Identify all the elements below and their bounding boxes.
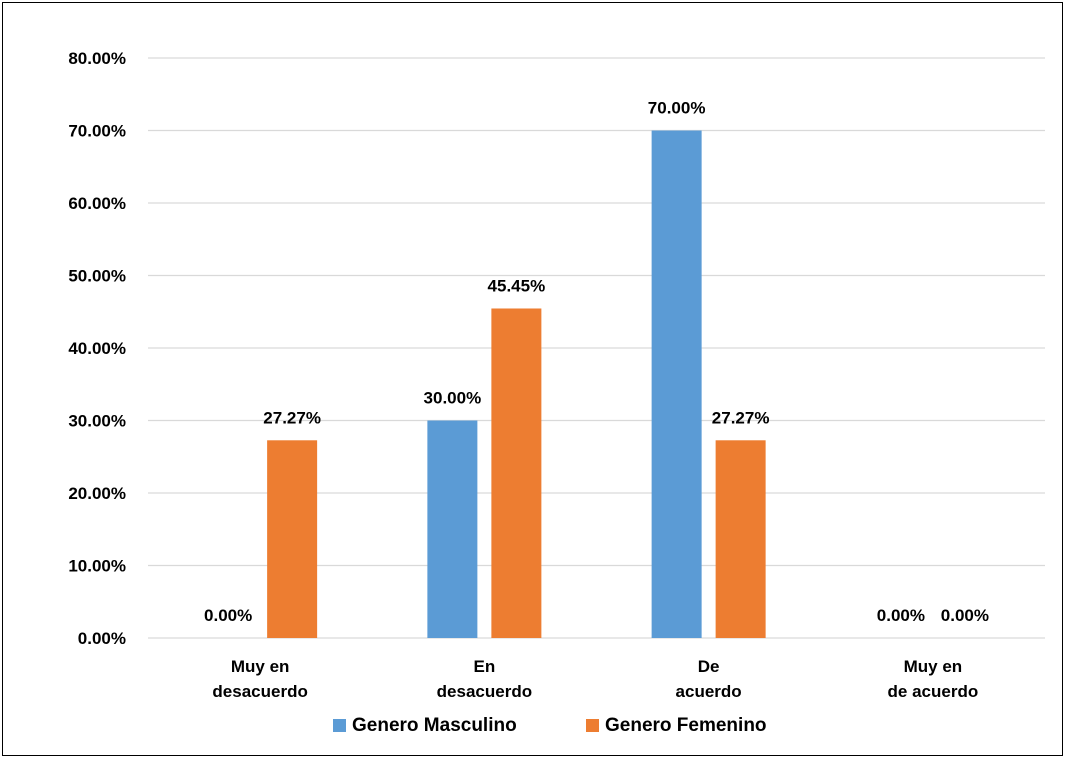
y-tick-label: 80.00% xyxy=(68,49,126,68)
data-label: 27.27% xyxy=(263,408,321,427)
x-category-label: Muy en xyxy=(904,657,963,676)
legend-swatch xyxy=(586,719,599,732)
x-category-label: Muy en xyxy=(231,657,290,676)
legend-label: Genero Masculino xyxy=(352,715,517,736)
bar xyxy=(267,440,318,638)
bar xyxy=(427,420,478,638)
legend-label: Genero Femenino xyxy=(605,715,767,736)
bar xyxy=(491,308,542,638)
y-tick-label: 20.00% xyxy=(68,484,126,503)
y-tick-label: 10.00% xyxy=(68,557,126,576)
bar xyxy=(715,440,766,638)
x-category-label: De xyxy=(698,657,720,676)
y-tick-label: 0.00% xyxy=(78,629,126,648)
x-category-label: En xyxy=(474,657,496,676)
data-label: 0.00% xyxy=(941,606,989,625)
data-label: 45.45% xyxy=(488,276,546,295)
data-label: 70.00% xyxy=(648,99,706,118)
bar xyxy=(651,130,702,638)
data-label: 27.27% xyxy=(712,408,770,427)
y-tick-label: 40.00% xyxy=(68,339,126,358)
y-tick-label: 60.00% xyxy=(68,194,126,213)
x-category-label: desacuerdo xyxy=(437,682,532,701)
x-category-label: desacuerdo xyxy=(212,682,307,701)
y-tick-label: 70.00% xyxy=(68,122,126,141)
y-tick-label: 30.00% xyxy=(68,412,126,431)
legend-swatch xyxy=(333,719,346,732)
data-label: 0.00% xyxy=(877,606,925,625)
x-category-label: acuerdo xyxy=(676,682,742,701)
data-label: 30.00% xyxy=(424,389,482,408)
y-tick-label: 50.00% xyxy=(68,267,126,286)
data-label: 0.00% xyxy=(204,606,252,625)
x-category-label: de acuerdo xyxy=(888,682,979,701)
